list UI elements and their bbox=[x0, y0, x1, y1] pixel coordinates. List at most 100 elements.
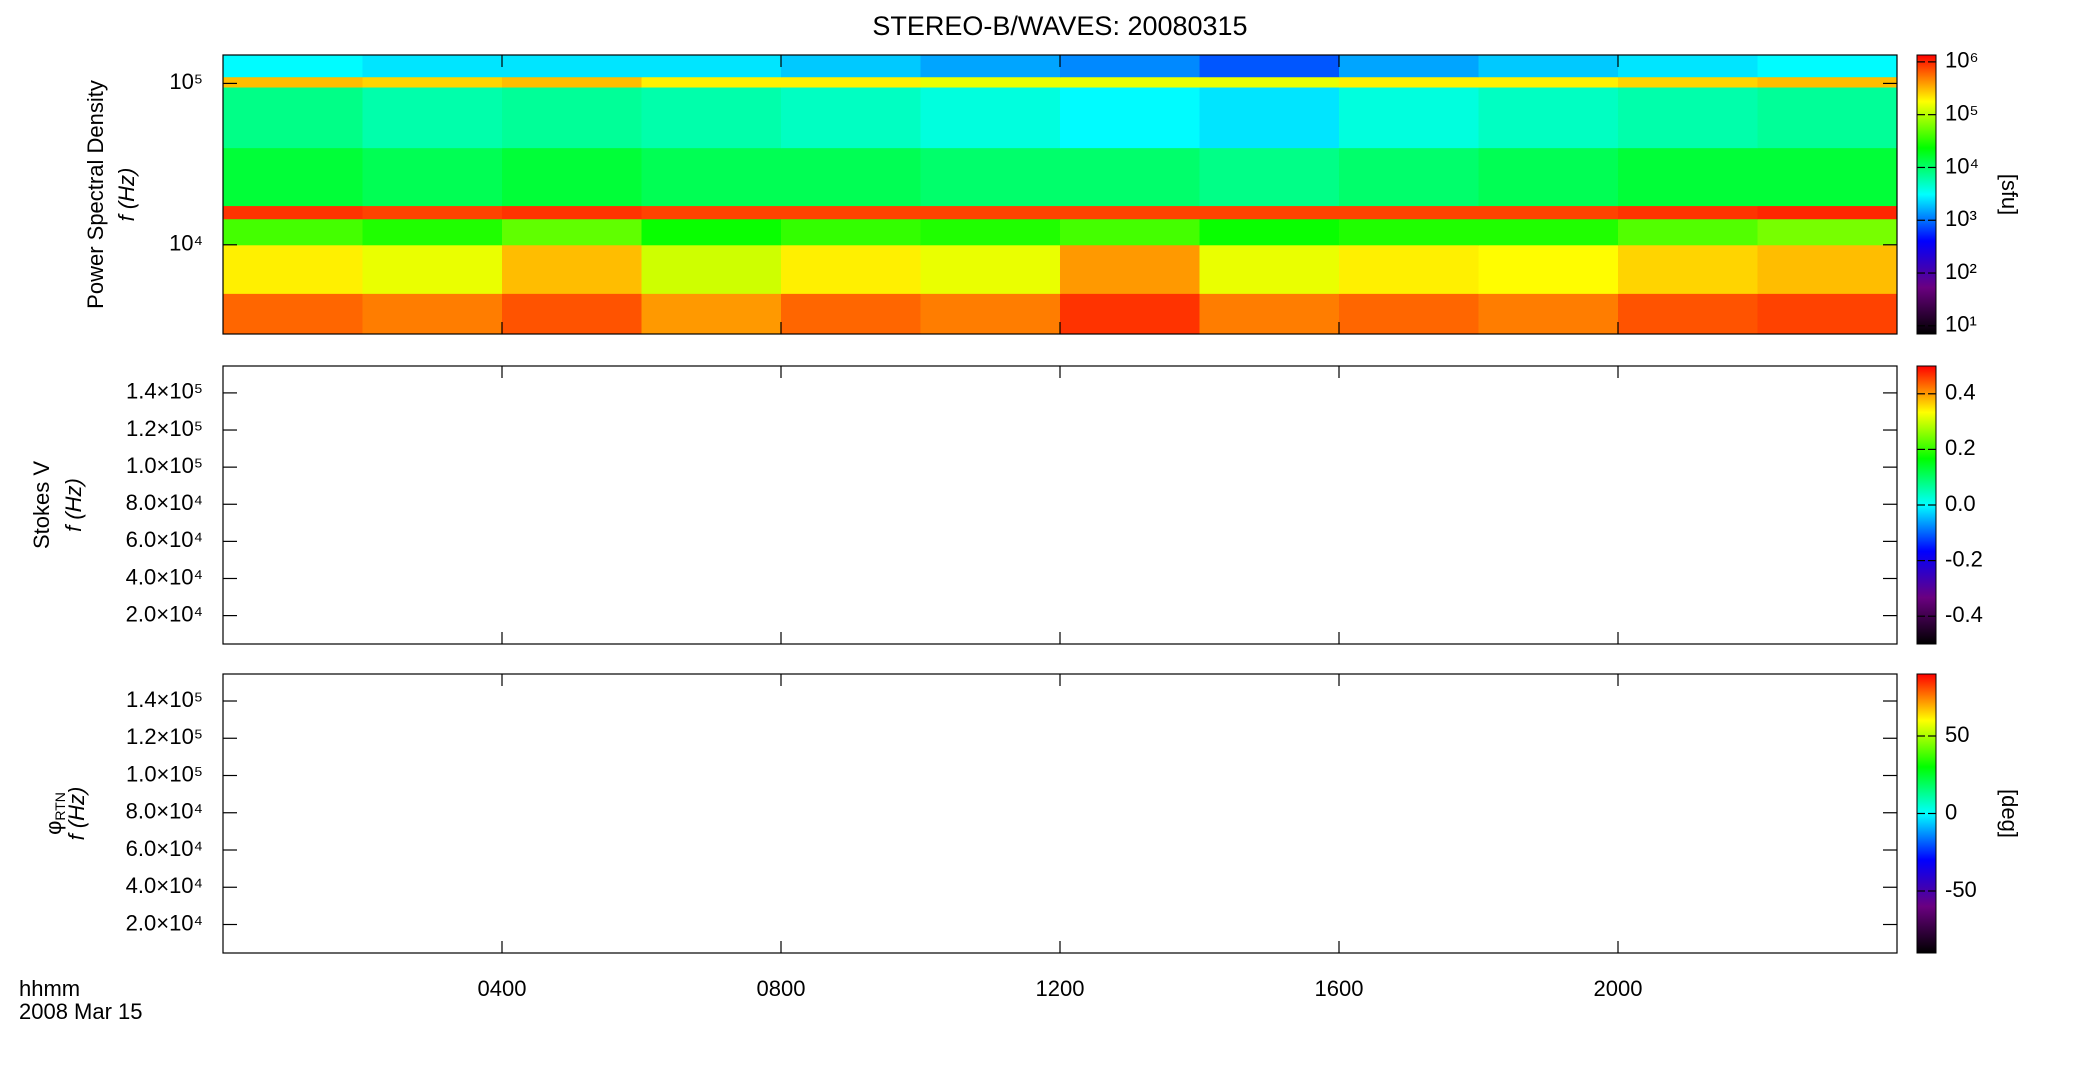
heatmap-cell bbox=[1757, 218, 1898, 246]
colorbar-tick-label: -0.2 bbox=[1945, 546, 1983, 571]
y-tick-label: 6.0×10⁴ bbox=[126, 836, 203, 861]
heatmap-cell bbox=[920, 205, 1061, 220]
x-tick-label: 2000 bbox=[1594, 976, 1643, 1001]
heatmap-cell bbox=[362, 76, 503, 88]
heatmap-cell bbox=[920, 244, 1061, 294]
y-tick-label: 10⁴ bbox=[169, 231, 203, 256]
colorbar-tick-label: -50 bbox=[1945, 877, 1977, 902]
heatmap-cell bbox=[781, 244, 921, 294]
heatmap-cell bbox=[641, 293, 782, 335]
heatmap-cell bbox=[1618, 244, 1758, 294]
colorbar-tick-label: 0.4 bbox=[1945, 380, 1976, 405]
colorbar-label: [deg] bbox=[1997, 789, 2022, 838]
y-axis-label-2: f (Hz) bbox=[64, 787, 89, 841]
heatmap-cell bbox=[1060, 205, 1200, 220]
heatmap-cell bbox=[781, 76, 921, 88]
plot-frame bbox=[222, 365, 1898, 645]
heatmap-cell bbox=[1618, 87, 1758, 149]
y-tick-label: 1.4×10⁵ bbox=[126, 687, 203, 712]
heatmap-cell bbox=[362, 293, 503, 335]
heatmap-cell bbox=[641, 244, 782, 294]
heatmap-cell bbox=[1478, 218, 1619, 246]
heatmap-cell bbox=[1339, 218, 1479, 246]
heatmap-cell bbox=[641, 76, 782, 88]
heatmap-cell bbox=[223, 205, 363, 220]
heatmap-cell bbox=[1199, 293, 1340, 335]
colorbar-tick-label: 10³ bbox=[1945, 206, 1977, 231]
x-tick-label: 0800 bbox=[757, 976, 806, 1001]
heatmap-cell bbox=[1757, 147, 1898, 207]
chart-title: STEREO-B/WAVES: 20080315 bbox=[872, 11, 1247, 41]
heatmap-cell bbox=[1060, 147, 1200, 207]
x-axis-label: hhmm bbox=[19, 976, 80, 1001]
heatmap-cell bbox=[781, 87, 921, 149]
y-axis-label: Stokes V bbox=[29, 461, 54, 549]
heatmap-cell bbox=[920, 293, 1061, 335]
heatmap-cell bbox=[1618, 76, 1758, 88]
heatmap-cell bbox=[920, 218, 1061, 246]
heatmap-cell bbox=[641, 218, 782, 246]
y-tick-label: 8.0×10⁴ bbox=[126, 799, 203, 824]
y-axis-label-2: f (Hz) bbox=[61, 478, 86, 532]
heatmap-cell bbox=[1757, 205, 1898, 220]
heatmap-cell bbox=[1339, 205, 1479, 220]
y-tick-label: 4.0×10⁴ bbox=[126, 564, 203, 589]
heatmap-cell bbox=[362, 218, 503, 246]
date-label: 2008 Mar 15 bbox=[19, 999, 143, 1024]
y-tick-label: 1.2×10⁵ bbox=[126, 416, 203, 441]
heatmap-cell bbox=[1339, 55, 1479, 78]
heatmap-cell bbox=[1757, 76, 1898, 88]
heatmap-cell bbox=[781, 205, 921, 220]
y-tick-label: 1.2×10⁵ bbox=[126, 724, 203, 749]
colorbar-tick-label: -0.4 bbox=[1945, 602, 1983, 627]
colorbar-tick-label: 50 bbox=[1945, 722, 1969, 747]
heatmap-cell bbox=[1339, 87, 1479, 149]
colorbar-tick-label: 0.2 bbox=[1945, 435, 1976, 460]
heatmap-cell bbox=[1339, 147, 1479, 207]
heatmap-cell bbox=[781, 147, 921, 207]
heatmap-cell bbox=[781, 55, 921, 78]
heatmap-cell bbox=[1199, 244, 1340, 294]
heatmap-cell bbox=[223, 244, 363, 294]
heatmap-cell bbox=[641, 205, 782, 220]
colorbar-tick-label: 10² bbox=[1945, 259, 1977, 284]
heatmap-cell bbox=[362, 87, 503, 149]
heatmap-cell bbox=[1060, 87, 1200, 149]
y-tick-label: 2.0×10⁴ bbox=[126, 910, 203, 935]
heatmap-cell bbox=[1060, 244, 1200, 294]
heatmap-cell bbox=[223, 76, 363, 88]
heatmap-cell bbox=[502, 218, 642, 246]
heatmap-cell bbox=[920, 147, 1061, 207]
heatmap-cell bbox=[920, 87, 1061, 149]
colorbar-tick-label: 0 bbox=[1945, 799, 1957, 824]
y-tick-label: 8.0×10⁴ bbox=[126, 490, 203, 515]
heatmap-cell bbox=[1618, 147, 1758, 207]
heatmap-cell bbox=[1757, 293, 1898, 335]
y-tick-label: 10⁵ bbox=[169, 69, 203, 94]
heatmap-cell bbox=[641, 147, 782, 207]
y-tick-label: 2.0×10⁴ bbox=[126, 601, 203, 626]
heatmap-cell bbox=[920, 76, 1061, 88]
heatmap-cell bbox=[1618, 55, 1758, 78]
heatmap-cell bbox=[1478, 76, 1619, 88]
heatmap-cell bbox=[502, 205, 642, 220]
heatmap-cell bbox=[1060, 55, 1200, 78]
heatmap-cell bbox=[1478, 147, 1619, 207]
heatmap-cell bbox=[223, 147, 363, 207]
heatmap-cell bbox=[362, 147, 503, 207]
heatmap-cell bbox=[1339, 293, 1479, 335]
heatmap-cell bbox=[1199, 218, 1340, 246]
heatmap-cell bbox=[502, 244, 642, 294]
heatmap-cell bbox=[362, 244, 503, 294]
heatmap-cell bbox=[1199, 55, 1340, 78]
colorbar bbox=[1916, 54, 1937, 335]
x-tick-label: 0400 bbox=[478, 976, 527, 1001]
heatmap-cell bbox=[1757, 55, 1898, 78]
heatmap-cell bbox=[641, 55, 782, 78]
heatmap-cell bbox=[1618, 218, 1758, 246]
colorbar-tick-label: 0.0 bbox=[1945, 491, 1976, 516]
colorbar-tick-label: 10⁵ bbox=[1945, 100, 1979, 125]
heatmap-cell bbox=[362, 55, 503, 78]
heatmap-cell bbox=[223, 293, 363, 335]
